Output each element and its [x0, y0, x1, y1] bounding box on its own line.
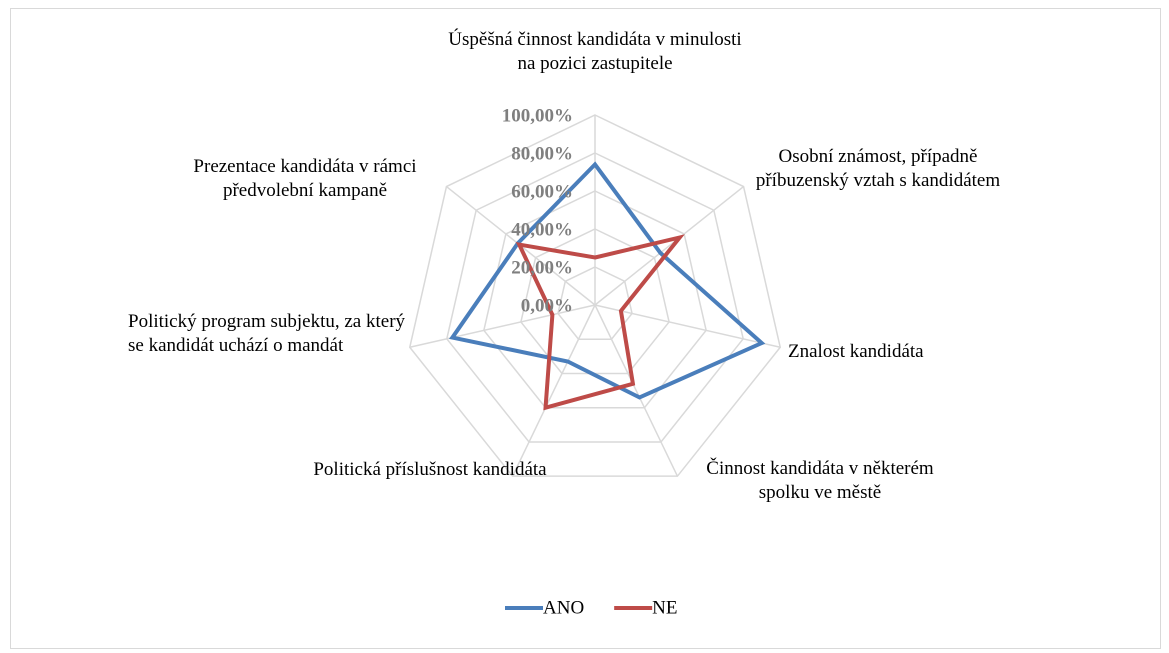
- axis-label: Politická příslušnost kandidáta: [313, 459, 547, 480]
- axis-label: Činnost kandidáta v některém spolku ve m…: [706, 458, 934, 503]
- tick-label: 80,00%: [511, 143, 573, 164]
- grid-ring: [557, 266, 633, 340]
- legend-label: ANO: [543, 597, 584, 618]
- tick-label: 40,00%: [511, 219, 573, 240]
- tick-label: 60,00%: [511, 181, 573, 202]
- grid-ring: [445, 152, 745, 443]
- tick-label: 100,00%: [502, 105, 573, 126]
- spoke: [409, 304, 596, 349]
- grid-ring: [483, 190, 707, 409]
- axis-label: Znalost kandidáta: [788, 341, 924, 362]
- legend-label: NE: [652, 597, 677, 618]
- tick-label: 0,00%: [521, 295, 573, 316]
- series-line: [448, 161, 766, 400]
- series-line: [515, 234, 685, 411]
- grid-ring: [408, 114, 782, 477]
- spoke: [594, 304, 679, 477]
- axis-label: Osobní známost, případně příbuzenský vzt…: [755, 146, 1001, 191]
- axis-label: Úspěšná činnost kandidáta v minulosti na…: [448, 29, 742, 74]
- spoke: [594, 304, 781, 349]
- spoke: [511, 304, 596, 477]
- chart-frame: [10, 8, 1161, 649]
- spoke: [594, 185, 745, 306]
- axis-label: Prezentace kandidáta v rámci předvolební…: [193, 156, 417, 201]
- axis-label: Politický program subjektu, za který se …: [128, 311, 406, 356]
- tick-label: 20,00%: [511, 257, 573, 278]
